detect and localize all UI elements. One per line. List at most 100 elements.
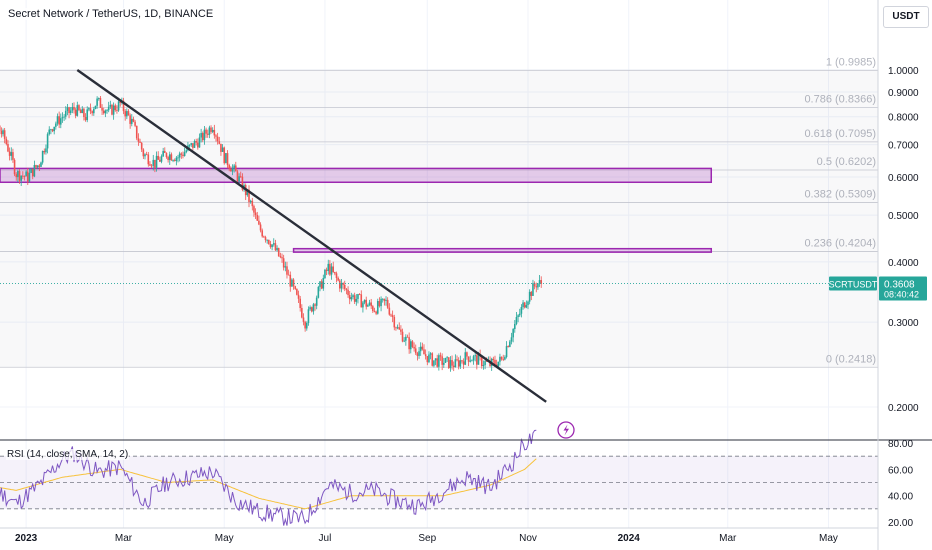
- lightning-icon[interactable]: [557, 421, 575, 439]
- candle-body: [68, 107, 70, 114]
- chart-title: Secret Network / TetherUS, 1D, BINANCE: [6, 8, 216, 20]
- candle-body: [320, 281, 323, 289]
- candle-body: [281, 257, 283, 259]
- candle-body: [253, 206, 255, 213]
- price-axis[interactable]: 1.0000 0.9000 0.8000 0.7000 0.6000 0.5000 0.40…: [888, 66, 919, 414]
- candle-body: [368, 302, 371, 306]
- candle-body: [157, 155, 160, 160]
- time-tick-label: Jul: [319, 533, 332, 544]
- fibonacci-retracement[interactable]: 1 (0.9985) 0.786 (0.8366) 0.618 (0.7095) 0.…: [0, 56, 878, 368]
- downtrend-line[interactable]: [76, 69, 547, 403]
- resistance-zones[interactable]: [0, 167, 713, 253]
- fib-level-label: 0 (0.2418): [826, 353, 876, 365]
- trendline[interactable]: [76, 69, 547, 403]
- rsi-tick-label: 80.00: [888, 439, 913, 450]
- candle-body: [31, 168, 34, 177]
- candle-body: [112, 105, 115, 115]
- candle-body: [43, 150, 46, 153]
- candle-body: [340, 282, 343, 289]
- resistance-zone[interactable]: [0, 167, 713, 184]
- time-tick-label: 2023: [15, 533, 38, 544]
- time-tick-label: May: [819, 533, 838, 544]
- candle-body: [117, 101, 120, 111]
- candle-body: [476, 355, 478, 365]
- candle-body: [159, 159, 161, 162]
- candle-body: [353, 295, 356, 302]
- candle-body: [13, 159, 16, 175]
- candle-body: [401, 331, 404, 342]
- resistance-zone[interactable]: [292, 247, 713, 253]
- candle-body: [421, 346, 424, 350]
- candle-body: [155, 155, 158, 168]
- candle-body: [500, 356, 503, 360]
- price-tag: [879, 276, 927, 301]
- candle-body: [76, 105, 79, 116]
- candle-body: [517, 315, 519, 318]
- candle-body: [317, 286, 320, 298]
- candle-body: [507, 346, 509, 347]
- candle-body: [345, 288, 348, 290]
- candle-body: [485, 361, 488, 362]
- candle-body: [88, 108, 90, 110]
- candle-body: [284, 266, 287, 268]
- candle-body: [83, 108, 85, 118]
- candle-body: [38, 165, 41, 167]
- candle-body: [393, 317, 396, 328]
- candle-body: [142, 149, 145, 157]
- candle-body: [484, 361, 486, 366]
- candle-body: [459, 360, 462, 367]
- price-tag-countdown: 08:40:42: [884, 289, 919, 299]
- candle-body: [462, 361, 465, 365]
- candle-body: [370, 302, 372, 307]
- candle-body: [477, 354, 480, 365]
- candle-body: [434, 358, 437, 361]
- candle-body: [188, 144, 191, 146]
- candle-body: [173, 160, 176, 162]
- candle-body: [30, 168, 32, 173]
- candle-body: [97, 98, 100, 99]
- candle-body: [362, 302, 364, 308]
- currency-selector[interactable]: USDT: [883, 6, 929, 28]
- candle-body: [467, 356, 470, 362]
- candle-body: [499, 356, 501, 362]
- candle-body: [198, 137, 201, 148]
- candle-body: [223, 147, 226, 164]
- candle-body: [365, 299, 368, 307]
- candle-body: [339, 280, 341, 289]
- candle-body: [26, 171, 29, 182]
- candle-body: [177, 157, 179, 159]
- candle-body: [343, 284, 346, 289]
- candle-body: [509, 341, 511, 347]
- rsi-axis[interactable]: 80.00 60.00 40.00 20.00: [888, 439, 913, 529]
- candle-body: [79, 110, 82, 114]
- candle-body: [94, 105, 97, 109]
- candle-body: [0, 130, 3, 135]
- candle-body: [426, 356, 429, 363]
- candle-body: [400, 329, 402, 332]
- candle-body: [436, 358, 439, 367]
- candle-body: [134, 121, 136, 126]
- price-tick-label: 0.2000: [888, 403, 919, 414]
- candle-body: [111, 104, 113, 115]
- candle-body: [325, 269, 328, 271]
- candle-body: [180, 153, 183, 155]
- candle-body: [414, 348, 417, 354]
- candle-body: [294, 286, 297, 289]
- candle-body: [170, 154, 173, 161]
- candle-body: [129, 115, 131, 124]
- candle-body: [7, 144, 9, 152]
- time-axis[interactable]: 2023 Mar May Jul Sep Nov 2024 Mar May: [15, 533, 838, 544]
- candle-body: [520, 307, 523, 314]
- candle-body: [480, 356, 483, 367]
- candle-body: [263, 236, 265, 238]
- candle-body: [464, 352, 467, 365]
- candle-body: [154, 159, 156, 168]
- candle-body: [215, 135, 217, 137]
- candle-body: [466, 352, 468, 357]
- candle-body: [201, 133, 204, 141]
- candle-body: [5, 138, 8, 145]
- candle-body: [433, 360, 435, 366]
- candle-body: [274, 243, 277, 251]
